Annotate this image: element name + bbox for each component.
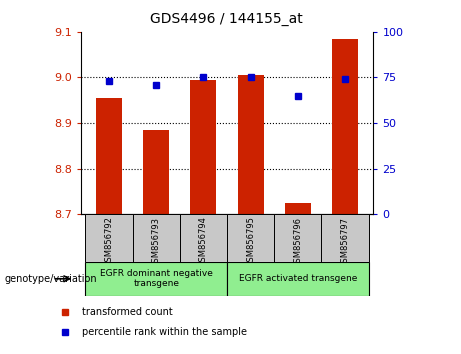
Text: GSM856796: GSM856796: [293, 217, 302, 268]
Bar: [85, 262, 227, 296]
Text: GSM856793: GSM856793: [152, 217, 161, 268]
Bar: [85, 214, 133, 262]
Text: genotype/variation: genotype/variation: [5, 274, 97, 284]
Bar: [227, 262, 369, 296]
Bar: [143, 130, 169, 214]
Text: transformed count: transformed count: [82, 307, 172, 317]
Text: GDS4496 / 144155_at: GDS4496 / 144155_at: [149, 12, 302, 27]
Text: GSM856792: GSM856792: [105, 217, 113, 267]
Text: GSM856797: GSM856797: [341, 217, 349, 268]
Bar: [321, 214, 369, 262]
Bar: [96, 98, 122, 214]
Text: GSM856794: GSM856794: [199, 217, 208, 267]
Bar: [332, 39, 358, 214]
Bar: [274, 214, 321, 262]
Text: percentile rank within the sample: percentile rank within the sample: [82, 327, 247, 337]
Bar: [133, 214, 180, 262]
Bar: [227, 214, 274, 262]
Bar: [190, 80, 216, 214]
Text: EGFR dominant negative
transgene: EGFR dominant negative transgene: [100, 269, 213, 289]
Bar: [238, 75, 264, 214]
Bar: [285, 203, 311, 214]
Text: EGFR activated transgene: EGFR activated transgene: [239, 274, 357, 283]
Bar: [180, 214, 227, 262]
Text: GSM856795: GSM856795: [246, 217, 255, 267]
